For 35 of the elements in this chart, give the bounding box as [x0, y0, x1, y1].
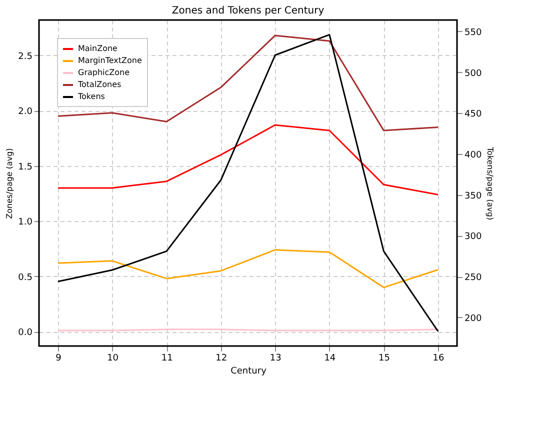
- x-tick-label: 15: [378, 354, 390, 364]
- line-series: [57, 34, 439, 332]
- y2-tick-label: 250: [464, 273, 482, 284]
- y2-tick-label: 550: [464, 28, 482, 38]
- x-tick-label: 16: [432, 354, 444, 364]
- y2-tick-label: 500: [464, 68, 482, 79]
- line-series: [57, 249, 439, 288]
- x-tick-label: 13: [270, 354, 282, 364]
- line-series: [57, 34, 439, 132]
- y2-tick-label: 200: [464, 314, 482, 324]
- y2-axis-title: Tokens/page (avg): [486, 146, 495, 220]
- line-series: [57, 124, 439, 196]
- legend-label: GraphicZone: [78, 68, 130, 77]
- x-tick-label: 9: [56, 354, 62, 364]
- y-axis-title: Zones/page (avg): [5, 148, 14, 219]
- legend-label: MainZone: [78, 44, 118, 53]
- y2-tick-label: 350: [464, 191, 482, 202]
- y-tick-label: 2.0: [18, 107, 33, 118]
- legend-label: TotalZones: [77, 80, 122, 89]
- chart-title: Zones and Tokens per Century: [172, 5, 324, 16]
- x-tick-label: 11: [161, 354, 173, 364]
- y-tick-label: 0.5: [18, 272, 32, 283]
- x-tick-label: 12: [216, 354, 228, 364]
- y2-tick-label: 300: [464, 232, 482, 242]
- y-tick-label: 1.0: [18, 218, 33, 228]
- y-tick-label: 1.5: [18, 162, 32, 172]
- y-tick-label: 2.5: [18, 52, 32, 62]
- y2-tick-label: 450: [464, 110, 482, 120]
- y2-tick-label: 400: [464, 150, 482, 160]
- legend-label: Tokens: [77, 92, 105, 101]
- x-tick-label: 14: [324, 354, 336, 364]
- x-tick-label: 10: [107, 354, 119, 364]
- x-axis-title: Century: [230, 366, 268, 376]
- legend-label: MarginTextZone: [78, 56, 142, 65]
- y-tick-label: 0.0: [18, 328, 33, 338]
